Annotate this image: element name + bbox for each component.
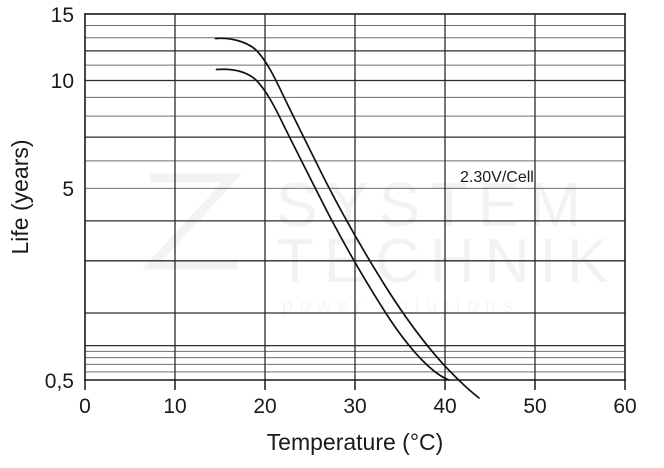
y-tick-label-0-5: 0,5	[45, 370, 74, 393]
watermark-line-3: power solutions	[282, 296, 519, 317]
watermark-line-2: TECHNIK	[276, 227, 618, 296]
x-tick-label-0: 0	[79, 395, 91, 418]
y-tick-label-10: 10	[51, 70, 74, 93]
x-tick-label-20: 20	[253, 395, 276, 418]
x-tick-marks	[84, 380, 626, 390]
x-tick-labels: 0 10 20 30 40 50 60	[79, 395, 637, 418]
lower-life-curve	[215, 68, 450, 381]
upper-life-curve	[214, 37, 480, 399]
y-tick-label-5: 5	[62, 178, 74, 201]
voltage-annotation: 2.30V/Cell	[460, 169, 534, 186]
y-axis-title: Life (years)	[7, 139, 33, 254]
x-tick-label-30: 30	[343, 395, 366, 418]
watermark: SYSTEM TECHNIK power solutions	[141, 171, 618, 317]
x-tick-label-60: 60	[613, 395, 636, 418]
x-tick-label-40: 40	[433, 395, 456, 418]
x-gridlines	[174, 14, 536, 380]
x-tick-label-50: 50	[523, 395, 546, 418]
y-tick-label-15: 15	[51, 4, 74, 27]
x-axis-title: Temperature (°C)	[267, 429, 444, 455]
x-tick-label-10: 10	[163, 395, 186, 418]
y-tick-labels: 15 10 5 0,5	[45, 4, 74, 393]
data-curves	[214, 37, 480, 399]
